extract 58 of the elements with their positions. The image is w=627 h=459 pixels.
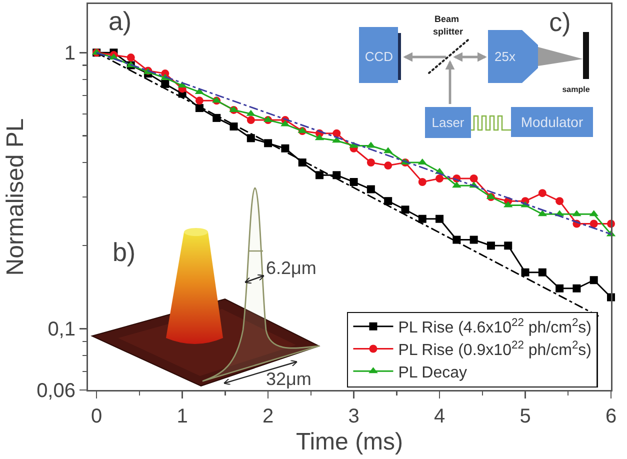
point bbox=[246, 116, 255, 124]
x-tick-label: 1 bbox=[176, 406, 188, 428]
point bbox=[556, 284, 564, 292]
point bbox=[418, 214, 426, 223]
x-tick-label: 4 bbox=[434, 406, 446, 428]
annotation: c) bbox=[549, 7, 571, 37]
point bbox=[350, 178, 358, 186]
annotation: a) bbox=[108, 6, 132, 36]
point bbox=[332, 171, 341, 180]
annotation: Beam splitter bbox=[432, 14, 464, 37]
point bbox=[470, 236, 478, 244]
y-axis-title: Normalised PL bbox=[2, 118, 29, 276]
point bbox=[401, 206, 410, 214]
annotation: b) bbox=[112, 237, 136, 267]
legend-label: PL Rise (4.6x10$^{22}$ ph/cm$^{2}$s) bbox=[398, 316, 592, 337]
x-tick-label: 0 bbox=[91, 406, 102, 428]
point bbox=[470, 174, 478, 183]
x-tick-label: 5 bbox=[520, 406, 531, 428]
point bbox=[384, 162, 392, 170]
annotation: sample bbox=[562, 85, 590, 94]
legend-label: PL Decay bbox=[398, 364, 468, 382]
point bbox=[384, 197, 392, 206]
point bbox=[366, 158, 375, 166]
y-tick-label: 0,1 bbox=[48, 318, 76, 341]
point bbox=[315, 171, 324, 180]
point bbox=[281, 144, 290, 152]
x-tick-label: 6 bbox=[605, 406, 617, 428]
annotation: Modulator bbox=[520, 114, 584, 130]
point bbox=[161, 80, 170, 88]
point bbox=[366, 185, 375, 194]
point bbox=[436, 214, 444, 223]
legend-label: PL Rise (0.9x10$^{22}$ ph/cm$^{2}$s) bbox=[398, 339, 592, 359]
point bbox=[126, 54, 135, 62]
point bbox=[538, 189, 546, 198]
point bbox=[418, 178, 426, 186]
annotation: 25x bbox=[494, 49, 516, 64]
point bbox=[538, 268, 546, 276]
annotation: Laser bbox=[432, 115, 465, 130]
point bbox=[590, 220, 598, 228]
annotation: 32μm bbox=[266, 369, 312, 389]
x-axis-title: Time (ms) bbox=[296, 428, 404, 456]
x-tick-label: 3 bbox=[348, 406, 360, 428]
x-tick-label: 2 bbox=[262, 406, 274, 428]
point bbox=[332, 129, 341, 138]
point bbox=[486, 242, 495, 250]
point bbox=[521, 268, 530, 276]
point bbox=[195, 96, 204, 105]
point bbox=[436, 174, 444, 183]
point bbox=[504, 242, 512, 250]
point bbox=[590, 276, 598, 284]
y-tick-label: 1 bbox=[64, 42, 76, 65]
point bbox=[572, 284, 581, 292]
point bbox=[556, 197, 564, 206]
point bbox=[264, 139, 272, 148]
point bbox=[246, 134, 255, 142]
annotation: CCD bbox=[364, 49, 394, 64]
annotation: 6.2μm bbox=[266, 258, 316, 278]
y-tick-label: 0,06 bbox=[36, 380, 76, 402]
